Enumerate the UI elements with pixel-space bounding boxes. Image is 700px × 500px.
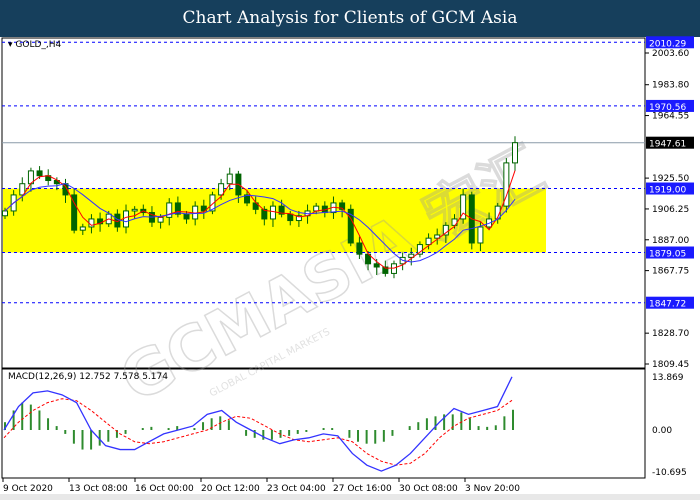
- candle-body: [460, 194, 467, 220]
- candle-body: [97, 218, 104, 225]
- candle-body: [416, 244, 423, 255]
- x-tick-label: 3 Nov 20:00: [465, 484, 520, 494]
- y-tick-label: 1906.25: [652, 205, 689, 215]
- level-label-bg: [646, 246, 694, 259]
- candle-body: [382, 266, 389, 274]
- candle-body: [434, 234, 441, 239]
- current-price-label-bg: [646, 136, 694, 149]
- ma-fast-line: [4, 170, 516, 269]
- candle-body: [390, 263, 397, 274]
- dropdown-triangle-icon[interactable]: ▾: [8, 40, 13, 50]
- symbol-label: ▾ GOLD_,H4: [8, 40, 61, 50]
- x-tick-label: 27 Oct 16:00: [333, 484, 392, 494]
- candle-body: [278, 205, 285, 215]
- current-price-label: 1947.61: [649, 140, 686, 150]
- candle-body: [287, 213, 294, 222]
- x-tick-label: 13 Oct 08:00: [69, 484, 128, 494]
- macd-y-tick-label: 13.869: [652, 373, 684, 383]
- x-tick-label: 23 Oct 04:00: [267, 484, 326, 494]
- x-tick-label: 9 Oct 2020: [3, 484, 53, 494]
- macd-y-tick-label: -10.695: [652, 468, 687, 478]
- y-tick-label: 1925.50: [652, 174, 689, 184]
- watermark: GCMASIA 宏汇 GLOBAL CAPITAL MARKETS: [108, 132, 556, 417]
- x-tick-label: 30 Oct 08:00: [399, 484, 458, 494]
- candle-body: [512, 142, 518, 164]
- candle-body: [442, 224, 449, 236]
- candle-body: [166, 202, 173, 218]
- x-tick-label: 20 Oct 12:00: [201, 484, 260, 494]
- macd-panel: [1, 368, 646, 479]
- y-tick-label: 1809.45: [652, 360, 689, 370]
- candle-body: [174, 202, 181, 215]
- candle-body: [313, 205, 320, 212]
- page-title: Chart Analysis for Clients of GCM Asia: [0, 0, 700, 37]
- macd-label: MACD(12,26,9) 12.752 7.578 5.174: [8, 372, 168, 382]
- candle-body: [79, 226, 86, 231]
- macd-main-line: [3, 376, 513, 472]
- candle-body: [19, 183, 26, 196]
- watermark-brand: GCMASIA 宏汇: [109, 133, 556, 417]
- candle-body: [261, 208, 268, 220]
- candle-body: [71, 194, 78, 231]
- level-label: 1847.72: [649, 300, 686, 310]
- level-label: 1879.05: [649, 250, 686, 260]
- candle-body: [36, 170, 43, 177]
- candle-body: [131, 208, 138, 212]
- macd-y-tick-label: 0.00: [652, 426, 672, 436]
- candle-body: [200, 205, 207, 212]
- candle-body: [183, 213, 190, 220]
- candle-body: [408, 253, 415, 258]
- y-tick-label: 2003.60: [652, 49, 689, 59]
- footer-bar: [0, 494, 700, 500]
- candle-body: [295, 215, 302, 222]
- y-tick-label: 1964.55: [652, 112, 689, 122]
- level-label-bg: [646, 182, 694, 195]
- candle-body: [347, 208, 354, 244]
- level-label-bg: [646, 36, 694, 49]
- candle-body: [269, 205, 276, 220]
- price-panel: [1, 37, 646, 369]
- candle-body: [503, 162, 510, 207]
- candle-body: [218, 183, 225, 196]
- symbol-text: GOLD_,H4: [15, 40, 62, 50]
- y-tick-label: 1867.75: [652, 267, 689, 277]
- level-label-bg: [646, 296, 694, 309]
- candle-body: [2, 210, 8, 217]
- y-tick-label: 1983.80: [652, 81, 689, 91]
- candle-body: [356, 242, 363, 255]
- ma-slow-line: [4, 182, 516, 263]
- candle-body: [477, 226, 484, 244]
- candle-body: [373, 263, 380, 268]
- candle-body: [226, 173, 233, 185]
- candle-body: [123, 210, 130, 228]
- level-label: 1970.56: [649, 103, 686, 113]
- level-label: 1919.00: [649, 186, 686, 196]
- y-tick-label: 1887.00: [652, 236, 689, 246]
- macd-signal-line: [3, 398, 513, 466]
- candle-body: [425, 237, 432, 246]
- level-label-bg: [646, 99, 694, 112]
- x-tick-label: 16 Oct 00:00: [135, 484, 194, 494]
- level-label: 2010.29: [649, 39, 686, 49]
- y-tick-label: 1828.70: [652, 329, 689, 339]
- candle-body: [157, 216, 164, 223]
- candle-body: [209, 194, 216, 212]
- candle-body: [339, 202, 346, 210]
